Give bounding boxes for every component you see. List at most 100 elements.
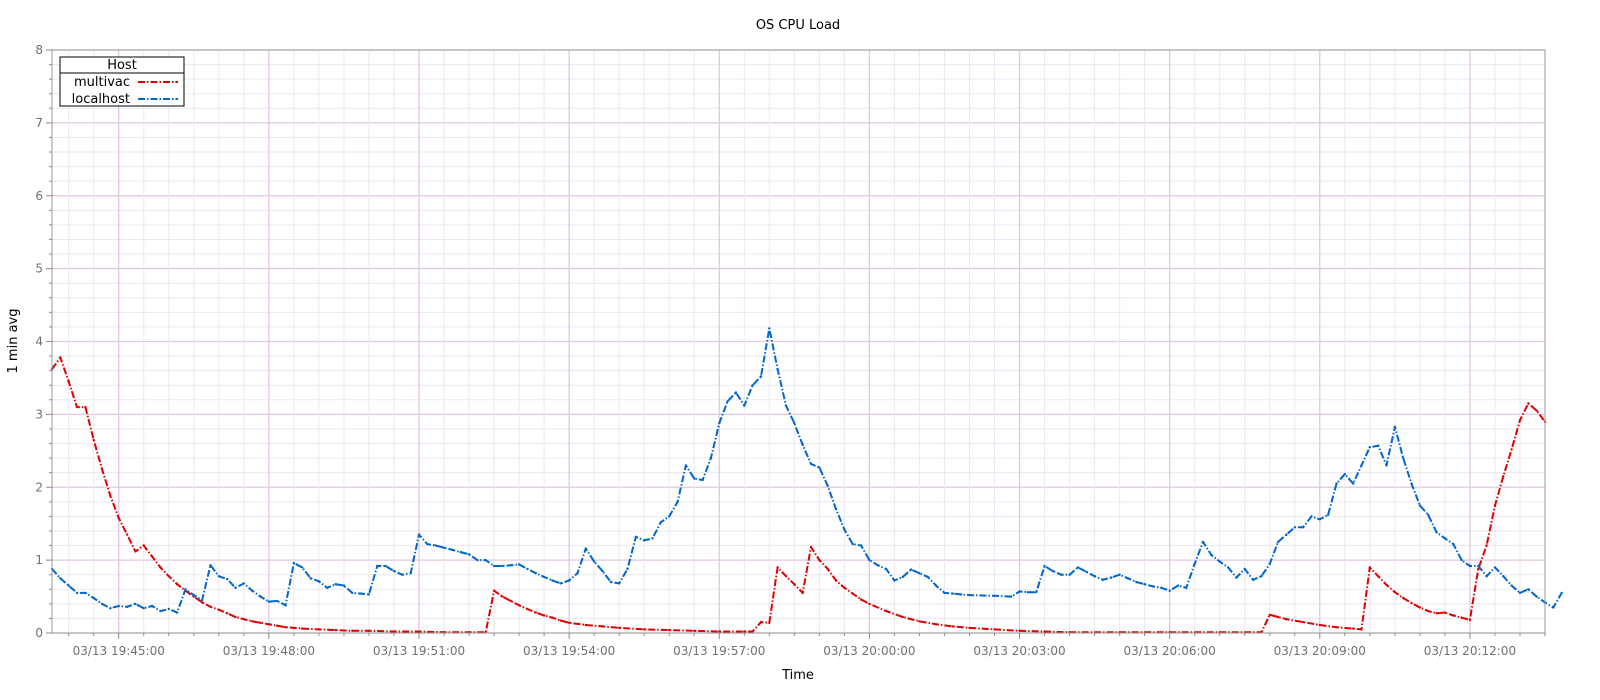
data-point-multivac bbox=[826, 567, 829, 571]
data-point-localhost bbox=[1510, 584, 1513, 587]
data-point-localhost bbox=[1552, 606, 1555, 609]
data-point-localhost bbox=[1352, 482, 1355, 485]
data-point-localhost bbox=[851, 542, 854, 546]
data-point-multivac bbox=[292, 626, 296, 630]
data-point-localhost bbox=[1118, 573, 1121, 576]
data-point-multivac bbox=[643, 628, 646, 631]
data-point-multivac bbox=[1493, 504, 1497, 507]
series-line-multivac bbox=[51, 356, 1546, 634]
data-point-multivac bbox=[693, 629, 696, 632]
data-point-localhost bbox=[776, 368, 779, 371]
data-point-localhost bbox=[1460, 558, 1463, 562]
data-point-localhost bbox=[1301, 526, 1305, 529]
data-point-localhost bbox=[1368, 446, 1372, 449]
data-point-multivac bbox=[1535, 409, 1538, 412]
data-point-localhost bbox=[1135, 580, 1138, 584]
series-layer bbox=[50, 327, 1563, 634]
data-point-localhost bbox=[392, 569, 396, 573]
data-point-localhost bbox=[1360, 464, 1363, 467]
data-point-multivac bbox=[1485, 544, 1488, 547]
data-point-localhost bbox=[276, 599, 279, 603]
x-axis-title: Time bbox=[781, 668, 814, 683]
data-point-multivac bbox=[1335, 626, 1338, 629]
data-point-localhost bbox=[409, 572, 412, 575]
data-point-multivac bbox=[92, 438, 95, 442]
data-point-multivac bbox=[267, 623, 271, 626]
x-tick-label: 03/13 20:09:00 bbox=[1274, 644, 1366, 658]
data-point-multivac bbox=[509, 599, 512, 603]
data-point-localhost bbox=[84, 591, 87, 595]
data-point-localhost bbox=[426, 542, 429, 546]
data-point-multivac bbox=[367, 629, 371, 632]
data-point-localhost bbox=[167, 607, 170, 611]
data-point-localhost bbox=[292, 561, 296, 565]
data-point-multivac bbox=[918, 620, 921, 623]
data-point-multivac bbox=[134, 550, 137, 553]
data-point-multivac bbox=[901, 615, 904, 619]
data-point-localhost bbox=[175, 611, 179, 614]
data-point-localhost bbox=[100, 602, 104, 606]
data-point-multivac bbox=[334, 628, 337, 632]
data-point-localhost bbox=[1418, 504, 1422, 507]
data-point-multivac bbox=[1443, 611, 1447, 614]
data-point-localhost bbox=[342, 584, 346, 587]
data-point-localhost bbox=[251, 589, 254, 592]
data-point-localhost bbox=[1051, 569, 1055, 573]
data-point-localhost bbox=[442, 546, 446, 549]
data-point-localhost bbox=[968, 593, 971, 597]
data-point-multivac bbox=[417, 630, 421, 633]
data-point-multivac bbox=[551, 616, 554, 619]
data-point-localhost bbox=[1318, 518, 1322, 521]
data-point-localhost bbox=[1060, 573, 1063, 576]
data-point-multivac bbox=[751, 630, 754, 633]
data-point-localhost bbox=[326, 586, 329, 589]
data-point-localhost bbox=[451, 548, 454, 552]
data-point-multivac bbox=[317, 628, 321, 631]
data-point-localhost bbox=[1110, 576, 1113, 579]
data-point-localhost bbox=[1485, 575, 1488, 578]
data-point-localhost bbox=[1076, 566, 1080, 569]
x-tick-label: 03/13 19:51:00 bbox=[373, 644, 465, 658]
data-point-multivac bbox=[1301, 620, 1305, 624]
data-point-multivac bbox=[809, 545, 813, 549]
data-point-localhost bbox=[75, 591, 79, 595]
data-point-multivac bbox=[1410, 601, 1413, 605]
data-point-multivac bbox=[351, 629, 354, 632]
data-point-multivac bbox=[1468, 618, 1472, 622]
data-point-multivac bbox=[284, 626, 287, 629]
data-point-localhost bbox=[551, 579, 554, 582]
data-point-localhost bbox=[826, 484, 829, 487]
data-point-multivac bbox=[1527, 402, 1530, 405]
data-point-localhost bbox=[1310, 515, 1313, 518]
data-point-localhost bbox=[359, 592, 362, 595]
data-point-localhost bbox=[184, 588, 187, 591]
data-point-localhost bbox=[1235, 576, 1238, 579]
data-point-localhost bbox=[542, 575, 546, 579]
data-point-multivac bbox=[834, 579, 838, 582]
data-point-multivac bbox=[226, 612, 229, 615]
data-point-localhost bbox=[801, 443, 804, 447]
data-point-localhost bbox=[1276, 540, 1280, 544]
data-point-localhost bbox=[843, 528, 846, 531]
data-point-multivac bbox=[1285, 618, 1288, 621]
data-point-localhost bbox=[684, 464, 688, 467]
data-point-localhost bbox=[384, 564, 387, 568]
data-point-localhost bbox=[492, 564, 496, 568]
data-point-localhost bbox=[1201, 540, 1205, 544]
data-point-localhost bbox=[334, 583, 337, 586]
data-point-multivac bbox=[200, 601, 204, 604]
data-point-localhost bbox=[693, 477, 696, 480]
y-tick-label: 4 bbox=[35, 335, 43, 349]
data-point-localhost bbox=[876, 564, 879, 567]
data-point-localhost bbox=[1343, 472, 1347, 476]
data-point-multivac bbox=[75, 405, 79, 409]
x-tick-label: 03/13 20:00:00 bbox=[823, 644, 915, 658]
data-point-localhost bbox=[1210, 553, 1213, 557]
data-point-multivac bbox=[968, 626, 971, 630]
data-point-localhost bbox=[718, 421, 721, 425]
data-point-multivac bbox=[1393, 591, 1397, 594]
data-point-localhost bbox=[1502, 575, 1505, 578]
data-point-localhost bbox=[893, 579, 896, 582]
data-point-multivac bbox=[534, 611, 537, 614]
data-point-localhost bbox=[234, 586, 237, 589]
